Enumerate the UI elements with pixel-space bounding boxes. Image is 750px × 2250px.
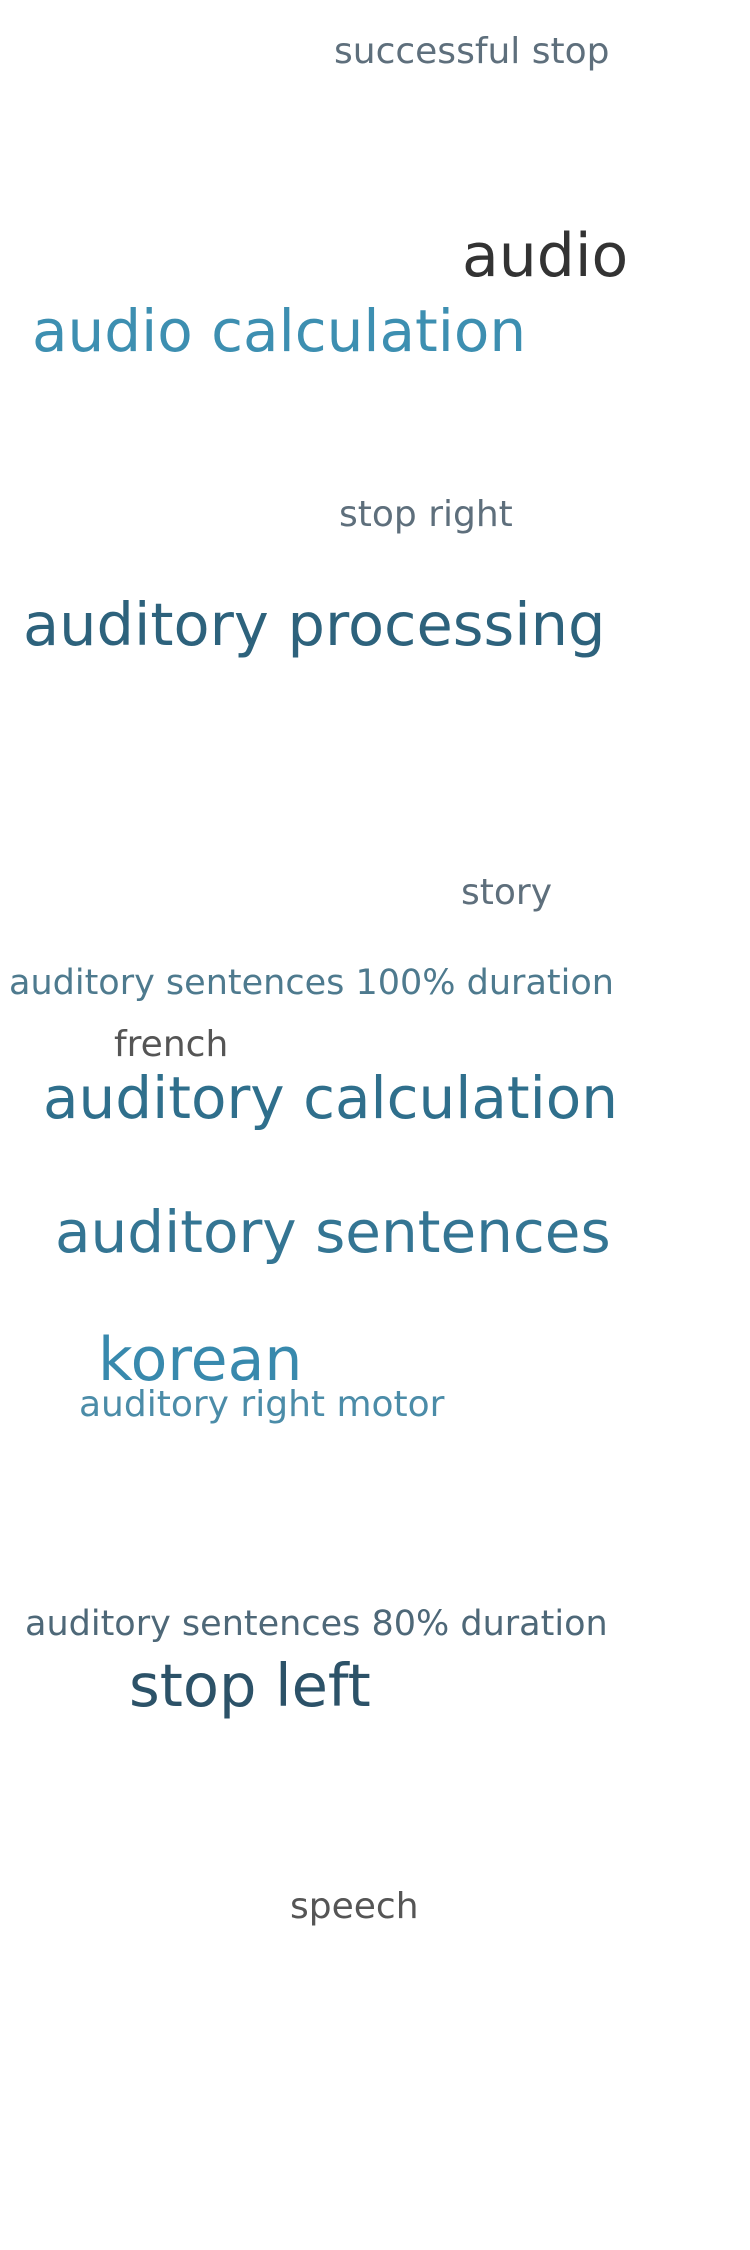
word-french: french: [114, 1024, 229, 1065]
word-story: story: [461, 872, 553, 913]
word-auditory-sentences-80: auditory sentences 80% duration: [25, 1604, 608, 1644]
word-auditory-sentences: auditory sentences: [55, 1198, 611, 1266]
word-successful-stop: successful stop: [334, 31, 610, 72]
word-stop-left: stop left: [129, 1651, 371, 1720]
word-korean: korean: [98, 1325, 303, 1395]
word-audio: audio: [462, 221, 629, 291]
word-auditory-calculation: auditory calculation: [43, 1064, 619, 1132]
word-stop-right: stop right: [339, 494, 513, 535]
word-auditory-processing: auditory processing: [23, 590, 606, 659]
word-auditory-right-motor: auditory right motor: [79, 1384, 445, 1425]
word-auditory-sentences-100: auditory sentences 100% duration: [9, 963, 614, 1003]
word-speech: speech: [290, 1886, 419, 1927]
word-audio-calculation: audio calculation: [32, 297, 527, 365]
